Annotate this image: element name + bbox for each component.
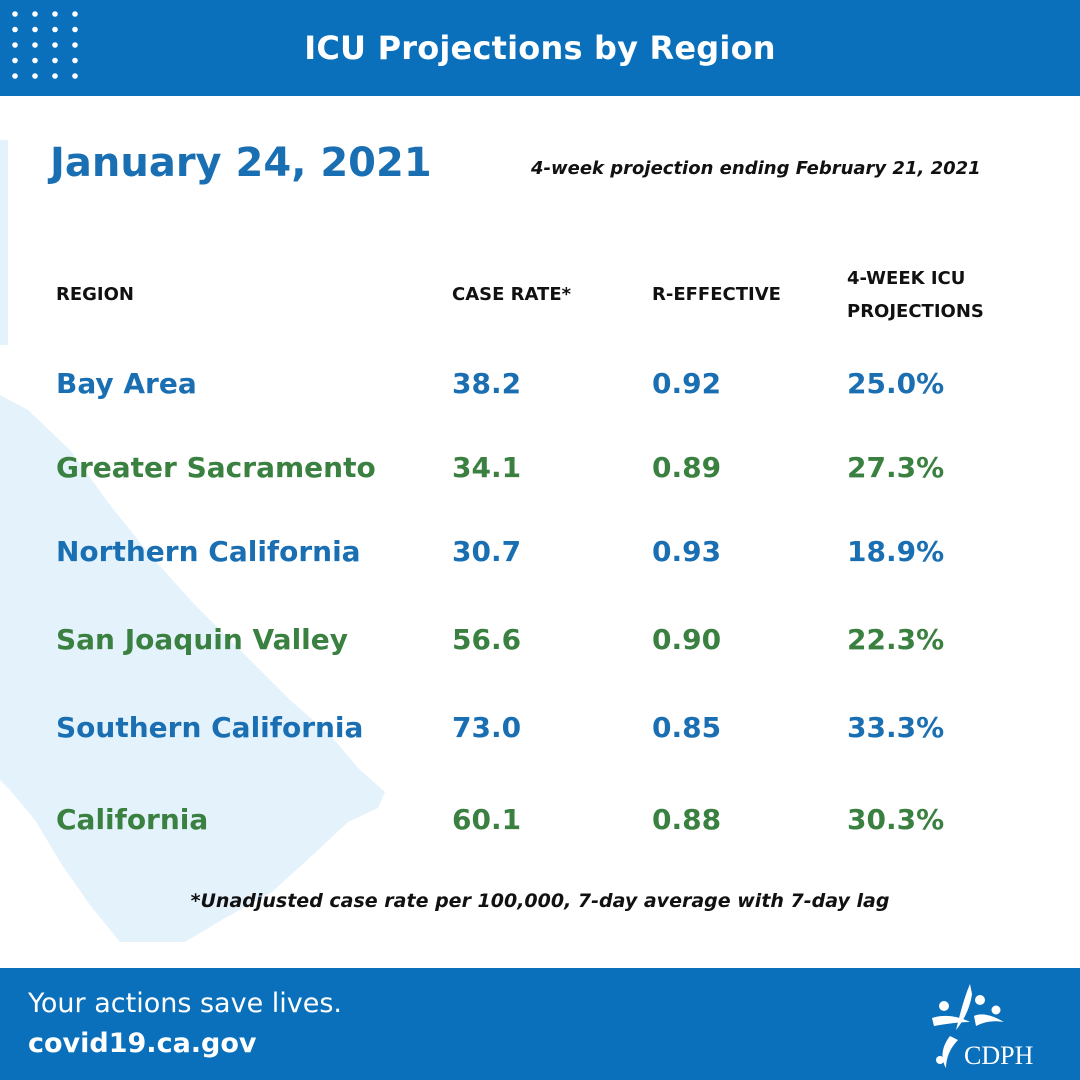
decoration-dot [12,73,18,79]
case-rate-value: 56.6 [452,623,522,656]
decoration-dot [32,73,38,79]
report-date: January 24, 2021 [50,140,432,186]
r-effective-value: 0.90 [652,623,722,656]
decoration-dot [52,73,58,79]
decoration-dot [52,57,58,64]
region-name: Northern California [56,535,361,568]
decoration-dot [72,26,78,33]
region-name: California [56,803,209,836]
column-header-region: REGION [56,284,134,305]
decoration-dot [72,57,78,64]
r-effective-value: 0.88 [652,803,722,836]
decoration-dot [72,42,78,48]
decoration-dot [32,42,38,48]
footer-bar: Your actions save lives. covid19.ca.gov … [0,968,1080,1080]
decoration-dot [12,26,18,33]
decoration-dot [72,11,78,17]
column-header-icu-line1: 4-WEEK ICU [847,268,966,289]
r-effective-value: 0.89 [652,451,722,484]
case-rate-value: 60.1 [452,803,522,836]
icu-projection-value: 25.0% [847,367,945,400]
icu-projection-value: 18.9% [847,535,945,568]
decoration-dot [52,42,58,48]
cdph-logo: CDPH [932,984,1034,1070]
dot-grid-decoration [12,11,78,79]
page-title: ICU Projections by Region [304,29,776,67]
website-link[interactable]: covid19.ca.gov [28,1028,257,1059]
icu-projection-value: 33.3% [847,711,945,744]
decoration-dot [32,57,38,64]
column-header-icu-line2: PROJECTIONS [847,301,984,322]
case-rate-value: 38.2 [452,367,522,400]
r-effective-value: 0.93 [652,535,722,568]
table-row: Bay Area 38.2 0.92 25.0% [0,362,1080,406]
decoration-dot [12,57,18,64]
region-name: San Joaquin Valley [56,623,349,656]
column-header-case-rate: CASE RATE* [452,284,572,305]
table-row: Northern California 30.7 0.93 18.9% [0,530,1080,574]
region-name: Southern California [56,711,364,744]
decoration-dot [72,73,78,79]
decoration-dot [52,26,58,33]
case-rate-value: 30.7 [452,535,522,568]
header-bar: ICU Projections by Region [0,0,1080,96]
projection-note: 4-week projection ending February 21, 20… [531,158,981,179]
table-row: San Joaquin Valley 56.6 0.90 22.3% [0,618,1080,662]
case-rate-value: 34.1 [452,451,522,484]
region-name: Bay Area [56,367,197,400]
footer-tagline: Your actions save lives. [28,988,343,1019]
case-rate-value: 73.0 [452,711,522,744]
decoration-dot [12,42,18,48]
svg-text:CDPH: CDPH [964,1041,1034,1070]
table-row: Southern California 73.0 0.85 33.3% [0,706,1080,750]
case-rate-footnote: *Unadjusted case rate per 100,000, 7-day… [190,890,890,912]
r-effective-value: 0.92 [652,367,722,400]
decoration-dot [32,26,38,33]
icu-projection-value: 30.3% [847,803,945,836]
icu-projection-value: 22.3% [847,623,945,656]
icu-projection-value: 27.3% [847,451,945,484]
table-row: Greater Sacramento 34.1 0.89 27.3% [0,446,1080,490]
california-map-outline [0,140,385,942]
decoration-dot [32,11,38,17]
decoration-dot [12,11,18,17]
r-effective-value: 0.85 [652,711,722,744]
column-header-r-effective: R-EFFECTIVE [652,284,781,305]
region-name: Greater Sacramento [56,451,376,484]
table-row: California 60.1 0.88 30.3% [0,798,1080,842]
decoration-dot [52,11,58,17]
